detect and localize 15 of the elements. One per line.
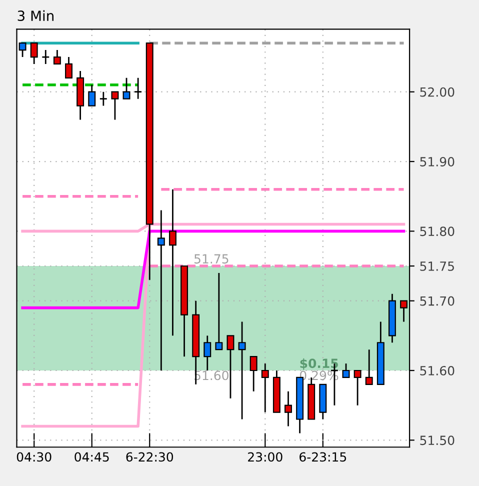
x-tick-label: 6-23:15 — [300, 452, 346, 462]
x-tick-label: 23:00 — [248, 452, 282, 462]
y-tick-label: 51.75 — [420, 262, 454, 271]
y-tick-label: 51.90 — [420, 156, 454, 166]
x-tick-label: 6-22:30 — [126, 452, 174, 462]
annotation: $0.15 — [300, 358, 338, 370]
y-tick-label: 51.60 — [420, 366, 454, 376]
chart-title: 3 Min — [18, 10, 54, 22]
y-tick-label: 51.80 — [420, 226, 454, 236]
x-tick-label: 04:45 — [74, 452, 109, 462]
annotation: 51.75 — [194, 254, 228, 264]
x-tick-label: 04:30 — [16, 452, 52, 462]
y-tick-label: 52.00 — [420, 87, 454, 97]
y-tick-label: 51.50 — [420, 436, 454, 446]
y-tick-label: 51.70 — [420, 296, 454, 306]
